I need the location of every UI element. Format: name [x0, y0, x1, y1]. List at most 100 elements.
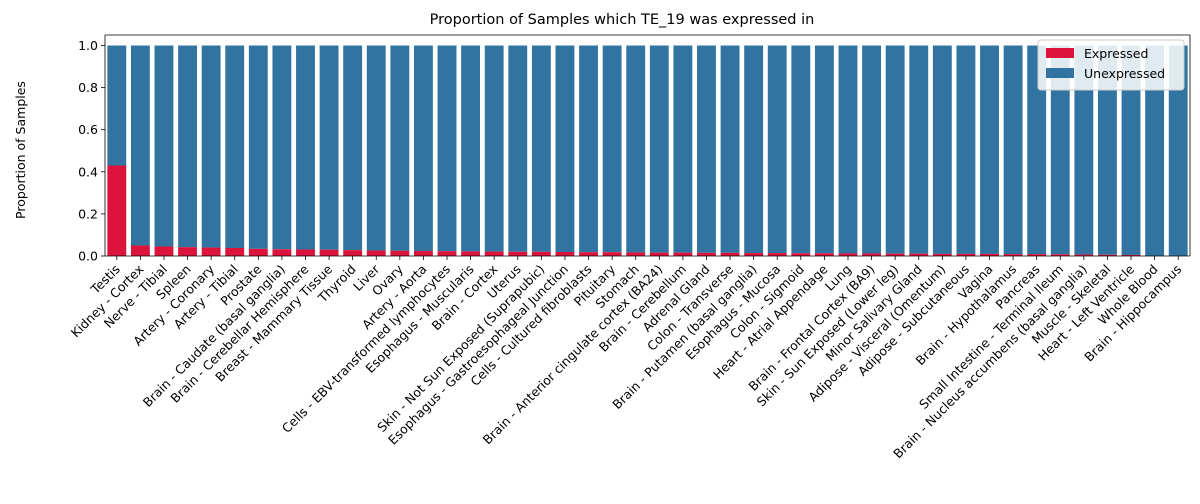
bar-expressed [1003, 254, 1023, 256]
bar-expressed [1050, 254, 1070, 256]
y-tick-label: 0.8 [78, 80, 98, 95]
bar-unexpressed [1098, 45, 1117, 255]
bar-expressed [531, 251, 551, 256]
bar-expressed [673, 252, 693, 256]
bar-unexpressed [272, 45, 292, 250]
bar-expressed [649, 252, 669, 256]
bar-unexpressed [1168, 45, 1188, 257]
bar-expressed [484, 251, 504, 256]
bar-expressed [437, 251, 457, 256]
bar-expressed [720, 252, 740, 256]
bar-unexpressed [319, 45, 339, 250]
bar-unexpressed [980, 45, 999, 254]
bar-unexpressed [1003, 45, 1023, 255]
bar-unexpressed [1074, 45, 1094, 255]
bar-expressed [225, 248, 245, 256]
bar-expressed [555, 252, 575, 256]
y-tick-label: 0.4 [78, 164, 98, 179]
legend: Expressed Unexpressed [1037, 39, 1185, 91]
bar-unexpressed [508, 45, 528, 252]
bar-unexpressed [697, 45, 716, 253]
y-tick-label: 0.2 [78, 206, 98, 221]
bar-expressed [980, 253, 999, 256]
bar-unexpressed [531, 45, 551, 252]
bar-unexpressed [437, 45, 457, 252]
y-tick-label: 1.0 [78, 38, 98, 53]
bar-expressed [838, 253, 858, 256]
bar-expressed [791, 253, 811, 256]
bar-unexpressed [932, 45, 952, 254]
y-axis-label: Proportion of Samples [13, 81, 28, 219]
bar-unexpressed [956, 45, 976, 254]
bar-expressed [932, 253, 952, 256]
bar-unexpressed [413, 45, 433, 251]
bar-unexpressed [1145, 45, 1165, 257]
bar-unexpressed [744, 45, 764, 254]
bar-unexpressed [909, 45, 929, 254]
bar-unexpressed [366, 45, 386, 251]
bar-expressed [626, 252, 646, 256]
bar-unexpressed [225, 45, 245, 249]
bar-expressed [1027, 254, 1047, 256]
bar-expressed [154, 246, 174, 256]
bar-expressed [461, 251, 481, 256]
bar-unexpressed [814, 45, 834, 254]
bar-unexpressed [201, 45, 221, 248]
bar-expressed [602, 252, 622, 256]
bar-expressed [366, 250, 386, 256]
bar-unexpressed [390, 45, 410, 251]
bar-expressed [296, 249, 315, 256]
bar-unexpressed [673, 45, 693, 253]
bar-expressed [248, 248, 268, 256]
bar-unexpressed [555, 45, 575, 253]
chart-title: Proportion of Samples which TE_19 was ex… [430, 12, 815, 28]
bar-expressed [413, 250, 433, 256]
legend-swatch [1046, 68, 1074, 78]
bar-unexpressed [343, 45, 363, 251]
bar-unexpressed [720, 45, 740, 253]
bar-unexpressed [1027, 45, 1047, 255]
bar-expressed [343, 250, 363, 256]
bar-expressed [1121, 254, 1141, 256]
bar-expressed [909, 253, 929, 256]
bar-expressed [579, 252, 598, 256]
bar-unexpressed [154, 45, 174, 247]
bar-unexpressed [838, 45, 858, 254]
y-tick-label: 0.0 [78, 249, 98, 264]
bar-expressed [272, 249, 292, 256]
bar-expressed [319, 249, 339, 256]
legend-label: Unexpressed [1084, 66, 1165, 81]
legend-label: Expressed [1084, 46, 1148, 61]
bar-unexpressed [130, 45, 150, 246]
bar-expressed [130, 245, 150, 256]
bar-unexpressed [885, 45, 905, 254]
bar-unexpressed [649, 45, 669, 253]
legend-swatch [1046, 48, 1074, 58]
bar-unexpressed [107, 45, 127, 166]
bar-expressed [1074, 254, 1094, 256]
y-tick-label: 0.6 [78, 122, 98, 137]
bar-expressed [862, 253, 882, 256]
bar-expressed [697, 252, 716, 256]
legend-frame [1037, 39, 1185, 91]
bar-unexpressed [579, 45, 598, 253]
bar-expressed [885, 253, 905, 256]
bar-unexpressed [484, 45, 504, 252]
bar-expressed [201, 247, 221, 256]
bar-unexpressed [626, 45, 646, 253]
bar-expressed [178, 247, 197, 256]
bar-unexpressed [862, 45, 882, 254]
bar-expressed [107, 165, 127, 256]
bar-expressed [744, 253, 764, 256]
bar-unexpressed [248, 45, 268, 249]
y-axis: 0.0 0.2 0.4 0.6 0.8 1.0 [78, 35, 106, 264]
bar-expressed [767, 253, 787, 256]
plot-bars [107, 45, 1188, 257]
bar-unexpressed [1121, 45, 1141, 255]
bar-expressed [956, 253, 976, 256]
bar-unexpressed [1050, 45, 1070, 255]
bar-unexpressed [791, 45, 811, 254]
bar-unexpressed [461, 45, 481, 252]
